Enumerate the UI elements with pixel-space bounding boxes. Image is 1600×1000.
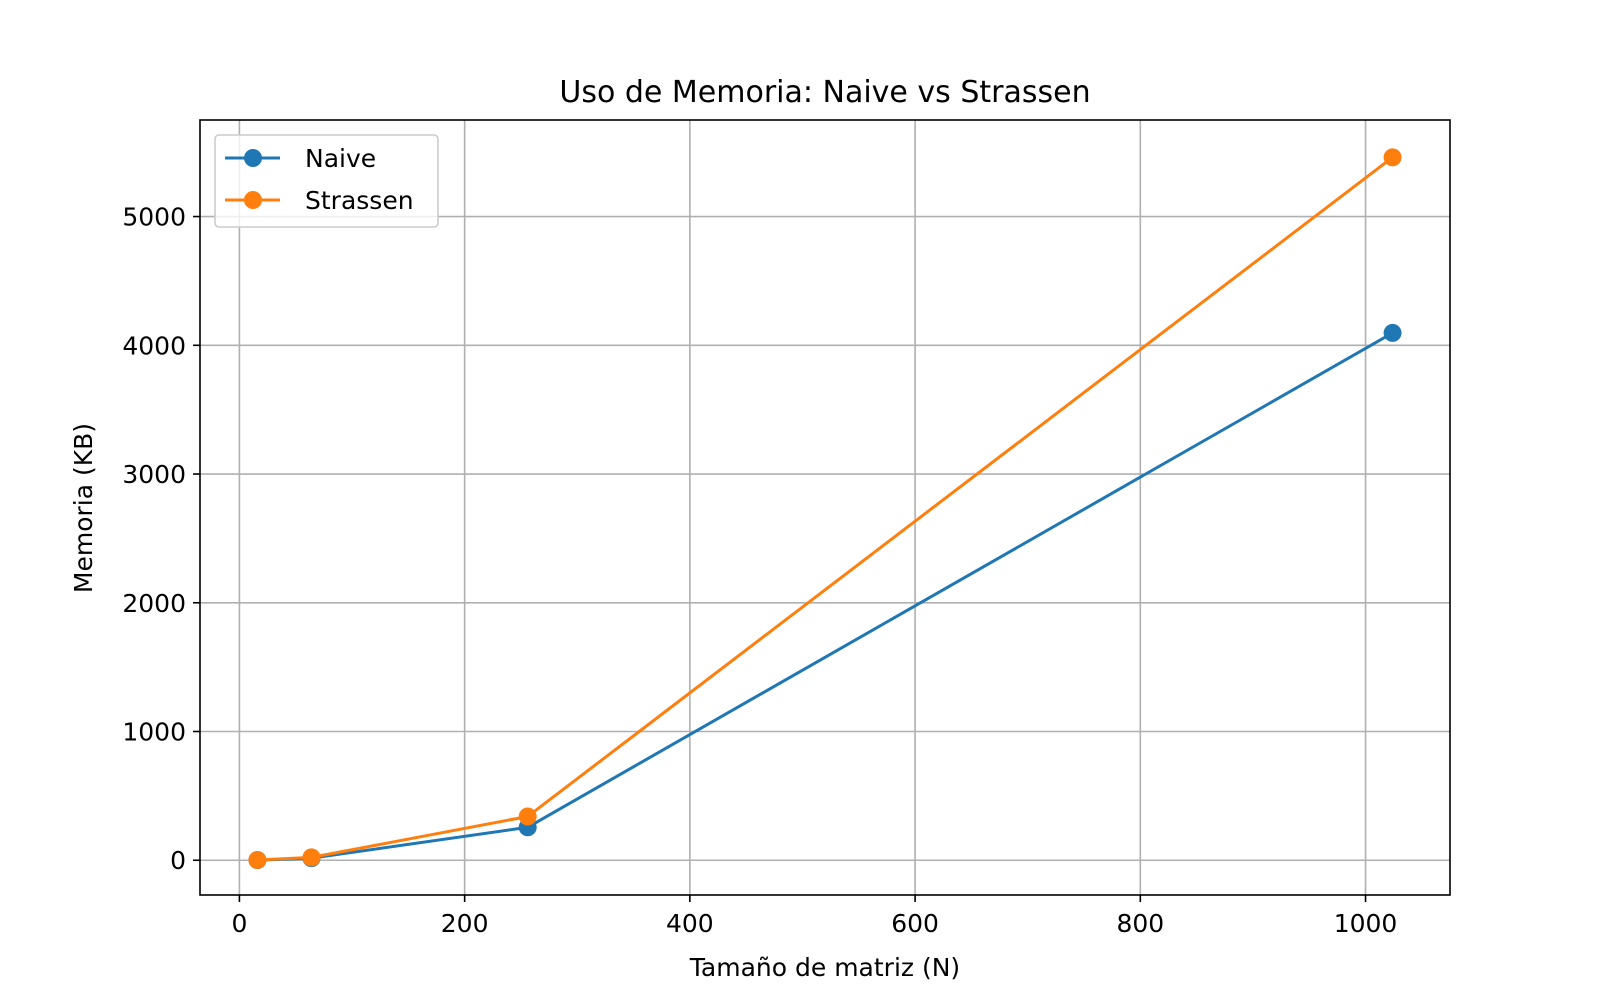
x-axis-label: Tamaño de matriz (N) <box>689 953 960 982</box>
legend-label-naive: Naive <box>305 144 376 173</box>
x-tick-label: 1000 <box>1334 909 1398 938</box>
data-point-strassen <box>518 807 537 826</box>
series-layer <box>248 148 1402 870</box>
legend-marker-strassen <box>244 191 262 209</box>
y-tick-label: 0 <box>170 846 186 875</box>
y-tick-label: 2000 <box>122 589 186 618</box>
chart-title: Uso de Memoria: Naive vs Strassen <box>559 75 1090 110</box>
grid <box>200 120 1450 895</box>
plot-frame <box>199 119 1451 896</box>
legend: Naive Strassen <box>214 134 439 228</box>
x-tick-label: 800 <box>1116 909 1164 938</box>
series-strassen <box>248 148 1402 869</box>
series-line-strassen <box>257 156 1394 862</box>
y-tick-label: 4000 <box>122 331 186 360</box>
legend-label-strassen: Strassen <box>305 186 414 215</box>
x-tick-label: 600 <box>891 909 939 938</box>
data-point-strassen <box>248 850 267 869</box>
x-tick-label: 0 <box>231 909 247 938</box>
x-tick-label: 200 <box>441 909 489 938</box>
data-point-strassen <box>302 848 321 867</box>
data-point-strassen <box>1383 148 1402 167</box>
data-point-naive <box>1383 323 1402 342</box>
x-tick-label: 400 <box>666 909 714 938</box>
axis-ticks: 0 200 400 600 800 1000 0 1000 2000 3000 4000 5000 <box>122 203 1397 938</box>
y-tick-label: 3000 <box>122 460 186 489</box>
y-tick-label: 5000 <box>122 203 186 232</box>
y-axis-label: Memoria (KB) <box>69 423 98 593</box>
legend-marker-naive <box>244 149 262 167</box>
y-tick-label: 1000 <box>122 718 186 747</box>
